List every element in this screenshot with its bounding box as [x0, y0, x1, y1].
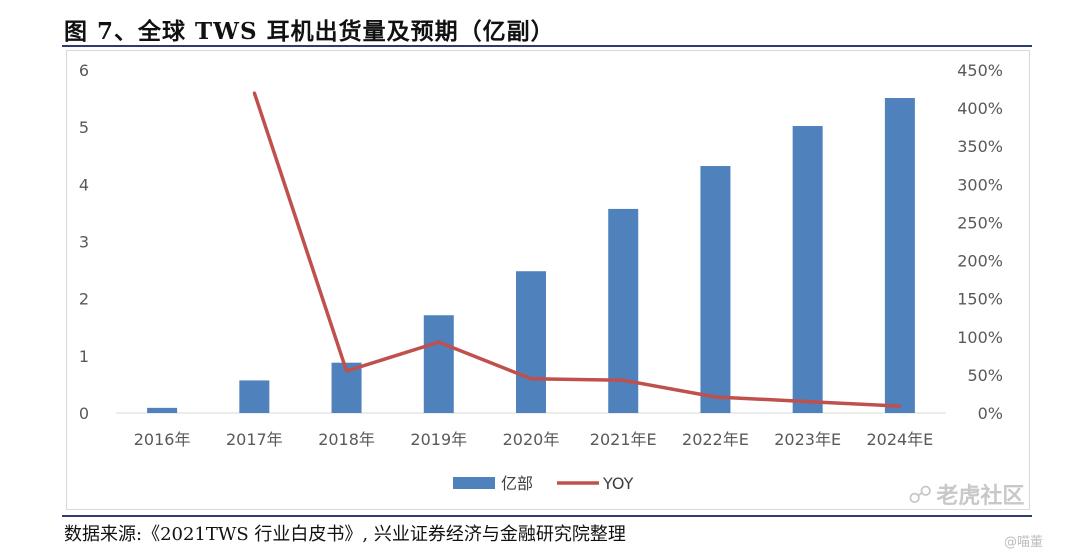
y-left-tick-label: 6 [79, 61, 89, 80]
bar-2019年 [423, 315, 454, 413]
x-category-label: 2018年 [318, 430, 375, 449]
yoy-point-2017年 [252, 91, 256, 95]
source-rule [62, 515, 1032, 517]
x-category-label: 2022年E [682, 430, 749, 449]
y-right-tick-label: 0% [978, 404, 1003, 423]
x-category-label: 2023年E [774, 430, 841, 449]
yoy-point-2023年E [806, 400, 810, 404]
bar-2017年 [239, 380, 270, 413]
bar-2024年E [884, 98, 915, 414]
yoy-point-2020年 [529, 377, 533, 381]
figure-title: 图 7、全球 TWS 耳机出货量及预期（亿副） [64, 18, 555, 45]
y-right-tick-label: 100% [957, 328, 1003, 347]
yoy-point-2018年 [345, 369, 349, 373]
watermark-logo: ☍ 老虎社区 [908, 478, 1024, 510]
y-right-tick-label: 250% [957, 213, 1003, 232]
legend-bar-label: 亿部 [501, 474, 533, 493]
y-right-tick-label: 450% [957, 61, 1003, 80]
watermark-user: @喵董 [1004, 535, 1044, 550]
shipment-chart: 0 1 2 3 4 5 6 0% 50% 100% 150% 200% 250% 300% 350% 400%… [79, 61, 1003, 493]
y-left-tick-label: 5 [79, 118, 89, 137]
x-category-label: 2024年E [866, 430, 933, 449]
bar-2022年E [700, 166, 731, 413]
y-right-tick-label: 350% [957, 137, 1003, 156]
watermark-brand: 老虎社区 [936, 484, 1025, 509]
title-rule [62, 45, 1032, 47]
y-right-tick-label: 200% [957, 252, 1003, 271]
tiger-community-icon: ☍ [908, 481, 933, 509]
x-category-label: 2016年 [134, 430, 191, 449]
y-right-tick-label: 400% [957, 99, 1003, 118]
x-category-label: 2020年 [503, 430, 560, 449]
y-left-tick-label: 4 [79, 175, 89, 194]
legend-bar-swatch [453, 477, 495, 489]
x-category-label: 2021年E [590, 430, 657, 449]
y-left-tick-label: 1 [79, 347, 89, 366]
y-right-tick-label: 50% [967, 366, 1003, 385]
source-note: 数据来源:《2021TWS 行业白皮书》, 兴业证券经济与金融研究院整理 [64, 524, 626, 545]
yoy-line [252, 92, 900, 408]
y-left-tick-label: 0 [79, 404, 89, 423]
yoy-point-2024年E [898, 404, 902, 408]
bar-2016年 [147, 407, 178, 413]
x-category-label: 2019年 [410, 430, 467, 449]
y-right-tick-label: 300% [957, 175, 1003, 194]
legend-line-label: YOY [602, 474, 634, 493]
bar-2023年E [792, 126, 823, 414]
bar-2020年 [516, 271, 546, 413]
y-right-tick-label: 150% [957, 290, 1003, 309]
x-category-label: 2017年 [226, 430, 283, 449]
yoy-point-2019年 [437, 340, 441, 344]
chart-frame: 0 1 2 3 4 5 6 0% 50% 100% 150% 200% 250% 300% 350% 400%… [66, 50, 1030, 510]
yoy-point-2022年E [713, 395, 717, 399]
yoy-point-2021年E [621, 378, 625, 382]
y-left-tick-label: 2 [79, 290, 89, 309]
y-left-tick-label: 3 [79, 233, 89, 252]
